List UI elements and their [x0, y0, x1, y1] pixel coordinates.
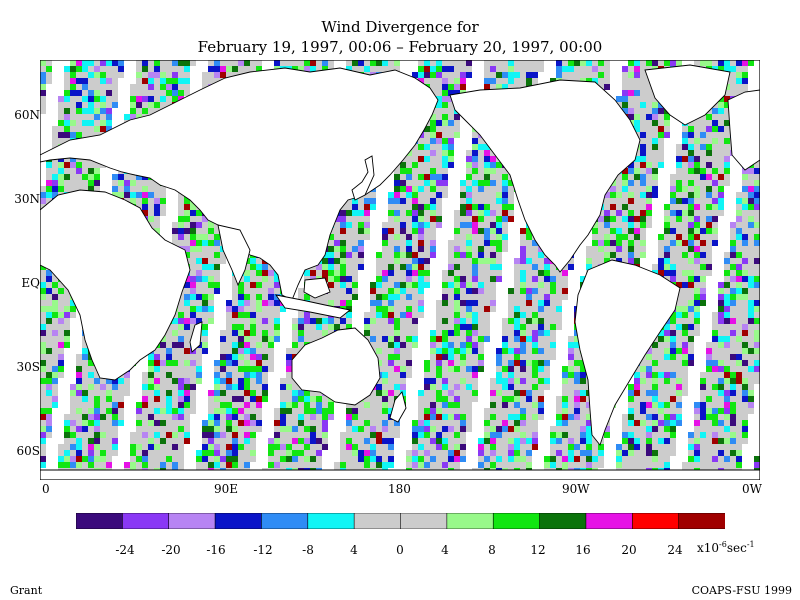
- colorbar-swatch: [261, 513, 309, 529]
- lat-label-30n: 30N: [14, 192, 40, 206]
- colorbar: [76, 513, 725, 529]
- india: [217, 224, 251, 287]
- colorbar-swatch: [539, 513, 587, 529]
- colorbar-swatch: [214, 513, 263, 529]
- credit-label: COAPS-FSU 1999: [691, 584, 792, 597]
- lat-label-60s: 60S: [16, 444, 41, 458]
- world-map: [40, 60, 760, 480]
- chart-title: Wind Divergence for: [321, 18, 479, 36]
- colorbar-swatch: [631, 513, 680, 529]
- lat-label-60n: 60N: [14, 108, 40, 122]
- lon-label-0: 0: [42, 482, 50, 496]
- indonesia: [275, 294, 352, 319]
- colorbar-tick: -24: [115, 543, 135, 557]
- colorbar-swatch: [168, 513, 216, 529]
- australia: [291, 327, 381, 406]
- units-sec: sec: [726, 541, 747, 555]
- colorbar-swatch: [400, 513, 448, 529]
- colorbar-tick: -12: [253, 543, 273, 557]
- units-exponent: -6: [719, 540, 727, 549]
- japan: [351, 155, 375, 201]
- continent-outlines: [40, 64, 760, 480]
- colorbar-tick: 4: [441, 543, 449, 557]
- lat-label-eq: EQ: [21, 276, 40, 290]
- eurasia-landmass: [40, 67, 439, 301]
- lon-label-180: 180: [388, 482, 411, 496]
- colorbar-swatch: [585, 513, 634, 529]
- colorbar-tick: 12: [530, 543, 546, 557]
- author-label: Grant: [10, 584, 43, 597]
- new-zealand: [389, 391, 407, 423]
- colorbar-tick: 0: [396, 543, 404, 557]
- colorbar-swatch: [678, 513, 725, 529]
- south-america: [574, 259, 681, 446]
- madagascar: [189, 321, 203, 353]
- colorbar-swatch: [446, 513, 495, 529]
- europe-west: [727, 89, 760, 171]
- units-base: x10: [697, 541, 720, 555]
- colorbar-tick: -16: [206, 543, 226, 557]
- colorbar-tick: 24: [667, 543, 683, 557]
- colorbar-swatch: [353, 513, 402, 529]
- colorbar-units: x10-6sec-1: [697, 540, 755, 555]
- colorbar-tick: -8: [302, 543, 314, 557]
- colorbar-swatch: [492, 513, 541, 529]
- north-america: [449, 79, 641, 273]
- colorbar-tick: 8: [488, 543, 496, 557]
- lon-label-0w: 0W: [742, 482, 762, 496]
- chart-subtitle: February 19, 1997, 00:06 – February 20, …: [197, 38, 603, 56]
- colorbar-tick: -20: [161, 543, 181, 557]
- colorbar-tick: 20: [621, 543, 637, 557]
- units-exponent-2: -1: [746, 540, 755, 549]
- colorbar-tick: 4: [350, 543, 358, 557]
- colorbar-swatch: [307, 513, 355, 529]
- lon-label-90e: 90E: [214, 482, 239, 496]
- colorbar-swatch: [122, 513, 170, 529]
- lon-label-90w: 90W: [562, 482, 590, 496]
- africa-landmass: [40, 189, 191, 381]
- colorbar-tick: 16: [575, 543, 591, 557]
- greenland: [644, 64, 731, 126]
- lat-label-30s: 30S: [16, 360, 41, 374]
- borneo: [303, 277, 331, 299]
- colorbar-swatch: [76, 513, 124, 529]
- antarctica: [40, 469, 760, 480]
